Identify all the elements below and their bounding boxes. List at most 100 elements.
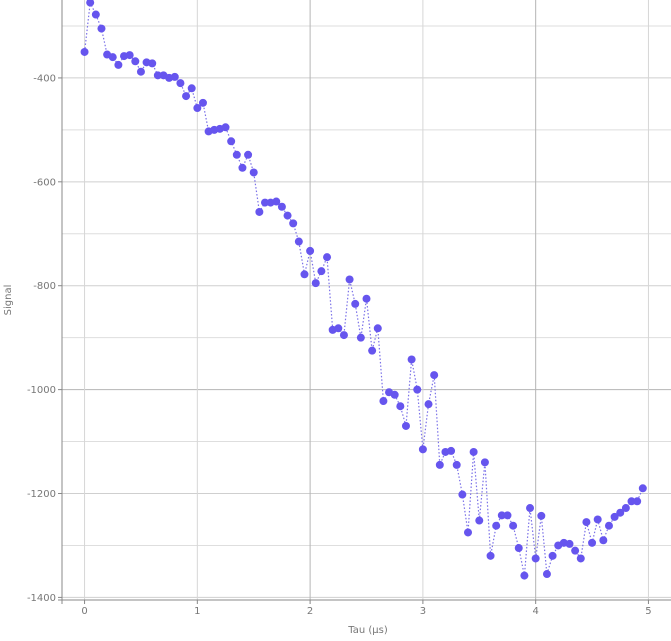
data-point <box>542 570 551 579</box>
data-point <box>311 279 320 288</box>
data-point <box>469 447 478 456</box>
data-point <box>480 458 489 467</box>
data-point <box>633 497 642 506</box>
data-point <box>323 253 332 262</box>
data-point <box>582 518 591 527</box>
data-point <box>272 197 281 206</box>
data-point <box>447 446 456 455</box>
data-point <box>86 0 95 7</box>
data-point <box>514 544 523 553</box>
data-point <box>136 67 145 76</box>
data-point <box>503 511 512 520</box>
y-tick-label: -800 <box>33 281 56 292</box>
data-point <box>277 202 286 211</box>
data-point <box>373 324 382 333</box>
data-point <box>526 504 535 513</box>
y-tick-label: -1200 <box>27 489 56 500</box>
data-point <box>221 123 230 132</box>
data-point <box>509 521 518 530</box>
data-point <box>80 47 89 56</box>
data-point <box>238 163 247 172</box>
x-tick-label: 3 <box>420 606 426 617</box>
tick-labels: -1400 -1200 -1000 -800 -600 -400 0 1 2 3 4 5 <box>27 73 652 617</box>
data-point <box>368 346 377 355</box>
data-point <box>317 267 326 276</box>
data-point <box>497 511 506 520</box>
data-point <box>153 71 162 80</box>
y-axis-title: Signal <box>3 285 14 316</box>
series-points <box>80 0 647 580</box>
data-point <box>492 521 501 530</box>
y-tick-label: -1400 <box>27 593 56 604</box>
data-point <box>362 294 371 303</box>
data-point <box>537 511 546 520</box>
data-point <box>458 490 467 499</box>
data-point <box>435 460 444 469</box>
data-point <box>339 331 348 340</box>
data-point <box>520 571 529 580</box>
data-point <box>289 219 298 228</box>
data-point <box>148 59 157 68</box>
data-point <box>306 246 315 255</box>
data-point <box>604 521 613 530</box>
series-line <box>84 0 644 576</box>
data-point <box>638 484 647 493</box>
data-point <box>407 355 416 364</box>
data-point <box>548 551 557 560</box>
data-point <box>413 385 422 394</box>
data-point <box>424 400 433 409</box>
data-point <box>486 551 495 560</box>
data-point <box>616 508 625 517</box>
data-point <box>91 10 100 19</box>
data-point <box>114 60 123 69</box>
data-point <box>193 104 202 113</box>
data-point <box>261 198 269 207</box>
y-tick-label: -600 <box>33 177 56 188</box>
data-point <box>475 516 484 525</box>
data-point <box>227 137 236 146</box>
data-point <box>610 512 619 521</box>
data-point <box>430 371 439 380</box>
data-point <box>283 211 292 220</box>
data-point <box>396 402 405 411</box>
data-point <box>571 546 580 555</box>
data-point <box>182 92 191 101</box>
data-point <box>232 150 241 159</box>
data-point <box>351 299 360 308</box>
x-tick-label: 0 <box>81 606 87 617</box>
data-point <box>418 445 427 454</box>
data-point <box>621 504 630 513</box>
data-point <box>599 536 608 545</box>
data-point <box>300 270 309 279</box>
x-tick-label: 5 <box>645 606 651 617</box>
x-tick-label: 1 <box>194 606 200 617</box>
data-point <box>593 515 602 524</box>
data-point <box>379 397 388 406</box>
data-point <box>390 390 399 399</box>
data-point <box>187 84 196 93</box>
data-point <box>170 72 179 81</box>
data-point <box>97 24 106 33</box>
data-point <box>588 538 597 547</box>
data-point <box>176 79 185 88</box>
data-point <box>531 554 540 563</box>
data-point <box>255 207 264 216</box>
data-point <box>125 51 134 60</box>
data-point <box>198 98 207 107</box>
y-tick-label: -1000 <box>27 385 56 396</box>
data-point <box>108 53 117 62</box>
series-polyline <box>84 0 644 576</box>
data-point <box>452 460 461 469</box>
x-axis-title: Tau (µs) <box>347 625 388 636</box>
x-tick-label: 4 <box>532 606 538 617</box>
x-tick-label: 2 <box>307 606 313 617</box>
data-point <box>576 554 585 563</box>
data-point <box>356 333 365 342</box>
data-point <box>131 57 140 66</box>
axes <box>58 0 671 604</box>
data-point <box>249 168 258 177</box>
data-point <box>627 497 636 506</box>
data-point <box>464 528 472 537</box>
